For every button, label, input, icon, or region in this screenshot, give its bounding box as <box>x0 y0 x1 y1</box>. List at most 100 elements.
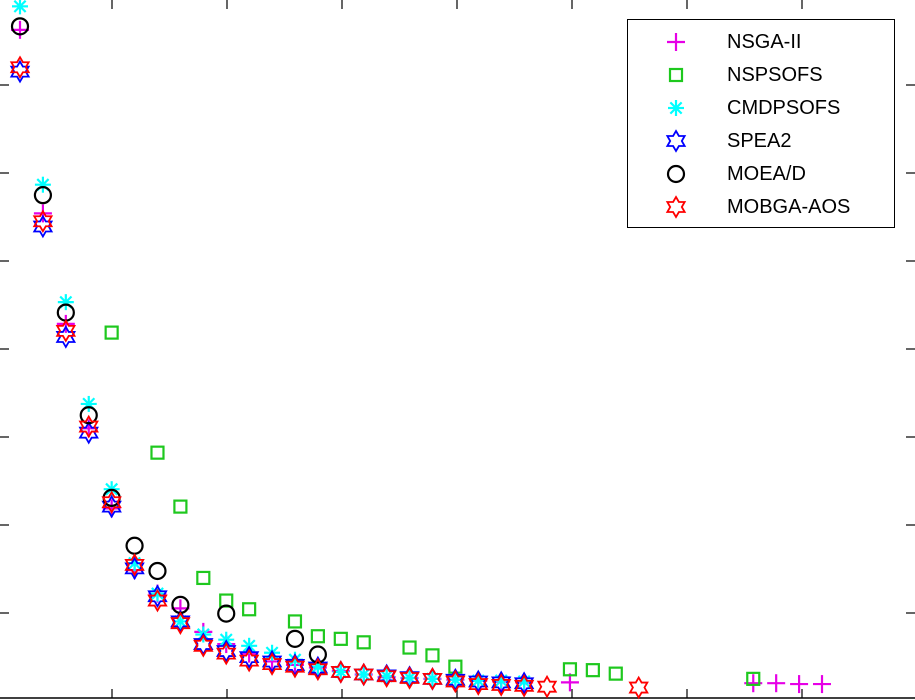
legend-marker-shape <box>666 164 686 184</box>
data-point <box>399 666 420 690</box>
data-point <box>148 561 167 581</box>
data-point <box>32 209 54 234</box>
legend-item: MOEA/D <box>628 158 894 191</box>
legend-marker-icon <box>666 164 686 184</box>
data-point <box>193 634 214 658</box>
legend-marker-shape <box>668 100 684 116</box>
data-point <box>330 660 352 684</box>
data-point <box>125 536 144 555</box>
series-nspsofs <box>104 325 761 686</box>
data-point <box>285 629 305 648</box>
data-point <box>196 570 211 586</box>
data-point <box>402 640 417 655</box>
data-point <box>78 420 99 445</box>
data-point <box>608 666 623 681</box>
legend-marker-icon <box>665 129 687 153</box>
data-point <box>56 314 75 333</box>
data-point <box>124 556 145 581</box>
legend-label: MOEA/D <box>727 163 806 185</box>
legend-label: SPEA2 <box>727 130 792 152</box>
data-point <box>147 584 168 608</box>
data-point <box>32 214 54 239</box>
legend-marker-icon <box>668 100 684 116</box>
data-point <box>101 490 122 515</box>
data-point <box>310 629 325 644</box>
legend-marker-icon <box>667 33 685 51</box>
data-point <box>746 671 761 686</box>
legend-marker-shape <box>665 129 687 153</box>
data-points <box>9 0 831 700</box>
legend-marker-shape <box>665 195 687 219</box>
legend-label: NSPSOFS <box>727 64 823 86</box>
data-point <box>79 406 98 425</box>
legend-item: NSGA-II <box>628 26 894 59</box>
data-point <box>238 648 260 673</box>
data-point <box>308 645 327 664</box>
data-point <box>150 445 165 460</box>
data-point <box>104 325 119 340</box>
data-point <box>790 675 809 694</box>
data-point <box>78 414 99 439</box>
series-mobga-aos <box>9 55 649 700</box>
data-point <box>33 186 53 205</box>
data-point <box>261 649 283 674</box>
data-point <box>216 641 237 666</box>
series-moea-d <box>10 17 327 664</box>
data-point <box>468 672 489 696</box>
data-point <box>356 635 371 650</box>
legend-label: NSGA-II <box>727 31 802 53</box>
data-point <box>513 671 535 695</box>
data-point <box>55 319 77 343</box>
data-point <box>284 654 306 679</box>
legend: NSGA-II NSPSOFS CMDPSOFS SPEA2 MOEA/D MOBGA-A… <box>627 19 895 228</box>
legend-label: CMDPSOFS <box>727 97 841 119</box>
series-cmdpsofs <box>12 0 533 690</box>
data-point <box>287 614 303 629</box>
data-point <box>12 0 28 15</box>
legend-item: CMDPSOFS <box>628 92 894 125</box>
data-point <box>216 639 237 663</box>
data-point <box>585 663 600 678</box>
legend-item: MOBGA-AOS <box>628 191 894 224</box>
data-point <box>9 55 31 80</box>
data-point <box>101 494 122 519</box>
data-point <box>422 667 443 691</box>
data-point <box>147 588 168 613</box>
data-point <box>307 657 329 682</box>
data-point <box>468 669 489 694</box>
data-point <box>490 673 512 697</box>
data-point <box>445 669 466 694</box>
legend-item: NSPSOFS <box>628 59 894 92</box>
data-point <box>333 631 348 646</box>
series-spea2 <box>9 59 535 695</box>
data-point <box>33 204 52 223</box>
legend-marker-shape <box>667 33 685 51</box>
data-point <box>353 662 374 687</box>
data-point <box>55 325 77 349</box>
data-point <box>813 675 831 694</box>
data-point <box>242 602 257 617</box>
legend-label: MOBGA-AOS <box>727 196 851 218</box>
data-point <box>124 553 145 577</box>
legend-marker-icon <box>665 195 687 219</box>
data-point <box>261 652 283 676</box>
data-point <box>536 674 558 699</box>
data-point <box>767 674 786 693</box>
data-point <box>490 670 512 695</box>
data-point <box>238 645 260 669</box>
data-point <box>173 499 188 514</box>
data-point <box>170 611 191 635</box>
data-point <box>217 604 236 623</box>
legend-item: SPEA2 <box>628 125 894 158</box>
data-point <box>513 674 535 698</box>
data-point <box>10 17 30 36</box>
data-point <box>149 585 166 602</box>
legend-marker-icon <box>668 67 684 83</box>
data-point <box>425 648 440 663</box>
data-point <box>628 675 649 700</box>
legend-marker-shape <box>668 67 684 83</box>
data-point <box>562 662 578 677</box>
data-point <box>9 59 31 84</box>
